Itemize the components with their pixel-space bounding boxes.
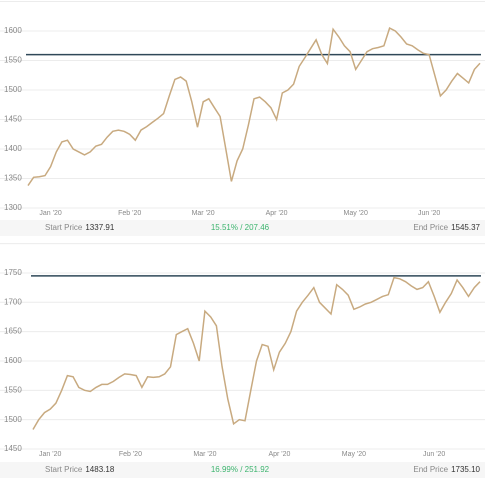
y-tick-label: 1550 [4, 56, 22, 65]
y-tick-label: 1700 [4, 297, 22, 306]
end-value: 1735.10 [451, 465, 480, 474]
price-line [27, 27, 481, 187]
x-tick-label: Jun '20 [418, 210, 440, 217]
y-tick-label: 1300 [4, 203, 22, 212]
y-tick-label: 1450 [4, 444, 22, 453]
start-label: Start Price [45, 465, 83, 474]
x-tick-label: Apr '20 [268, 451, 290, 458]
end-value: 1545.37 [451, 223, 480, 232]
x-tick-label: Jan '20 [39, 451, 61, 458]
x-tick-label: Apr '20 [266, 210, 288, 217]
start-value: 1337.91 [85, 223, 114, 232]
x-tick-label: Mar '20 [192, 210, 215, 217]
x-tick-label: Jun '20 [423, 451, 445, 458]
start-value: 1483.18 [85, 465, 114, 474]
y-tick-label: 1500 [4, 85, 22, 94]
y-tick-label: 1750 [4, 268, 22, 277]
x-tick-label: Feb '20 [119, 451, 142, 458]
footer-band [0, 220, 485, 236]
x-tick-label: Feb '20 [118, 210, 141, 217]
end-price: End Price 1545.37 [413, 223, 480, 232]
x-tick-label: May '20 [344, 210, 368, 217]
x-tick-label: Mar '20 [193, 451, 216, 458]
x-tick-label: May '20 [342, 451, 366, 458]
y-tick-label: 1400 [4, 144, 22, 153]
y-tick-label: 1600 [4, 356, 22, 365]
end-label: End Price [413, 465, 448, 474]
footer-band [0, 462, 485, 478]
change: 15.51% / 207.46 [211, 223, 270, 232]
y-tick-label: 1550 [4, 385, 22, 394]
y-tick-label: 1500 [4, 415, 22, 424]
start-label: Start Price [45, 223, 83, 232]
end-label: End Price [413, 223, 448, 232]
y-tick-label: 1450 [4, 115, 22, 124]
price-line [32, 276, 481, 430]
change: 16.99% / 251.92 [211, 465, 270, 474]
x-tick-label: Jan '20 [39, 210, 61, 217]
y-tick-label: 1350 [4, 174, 22, 183]
start-price: Start Price 1483.18 [45, 465, 115, 474]
end-price: End Price 1735.10 [413, 465, 480, 474]
y-tick-label: 1650 [4, 327, 22, 336]
y-tick-label: 1600 [4, 26, 22, 35]
start-price: Start Price 1337.91 [45, 223, 115, 232]
